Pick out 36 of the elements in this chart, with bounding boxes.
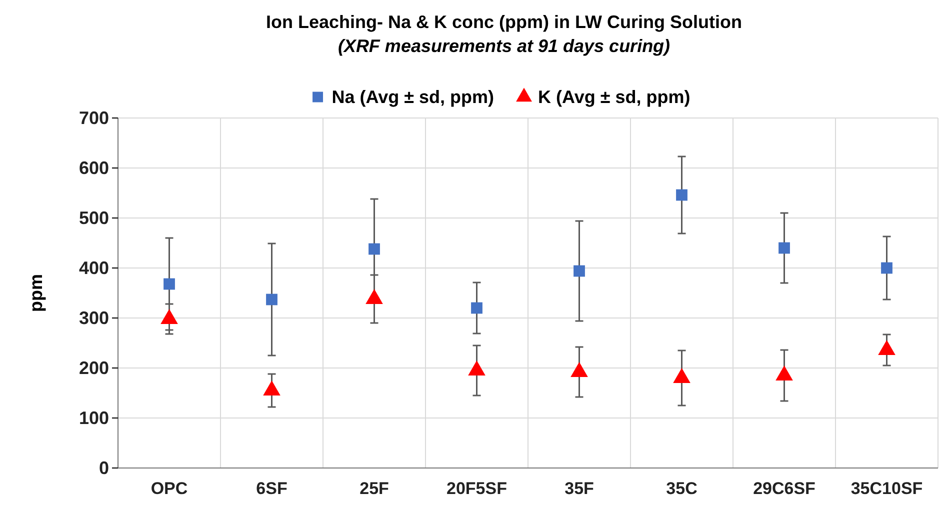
- y-tick-label: 400: [78, 258, 109, 278]
- chart-title: Ion Leaching- Na & K conc (ppm) in LW Curing Solution: [266, 12, 742, 32]
- x-tick-label: 35F: [564, 479, 594, 498]
- point: [468, 360, 486, 376]
- point: [776, 365, 793, 380]
- point: [263, 380, 280, 396]
- y-tick-label: 600: [78, 158, 109, 178]
- point: [471, 302, 482, 314]
- y-tick-label: 0: [98, 458, 109, 478]
- x-tick-label: 35C10SF: [850, 479, 923, 498]
- y-tick-label: 200: [78, 358, 109, 378]
- chart-subtitle: (XRF measurements at 91 days curing): [338, 36, 670, 56]
- x-tick-label: 25F: [360, 479, 389, 498]
- y-axis-title: ppm: [26, 274, 46, 312]
- x-tick-label: 29C6SF: [753, 479, 816, 498]
- point: [673, 368, 690, 383]
- y-tick-label: 700: [78, 108, 109, 128]
- point: [164, 278, 175, 290]
- x-tick-label: 35C: [666, 479, 698, 498]
- y-tick-label: 100: [78, 408, 109, 428]
- point: [570, 362, 588, 377]
- point: [878, 340, 896, 355]
- point: [368, 243, 380, 255]
- point: [160, 308, 178, 324]
- x-tick-label: 6SF: [256, 479, 288, 498]
- point: [881, 262, 892, 274]
- point: [676, 189, 688, 201]
- y-tick-label: 300: [78, 308, 109, 328]
- point: [266, 294, 278, 306]
- legend-label: Na (Avg ± sd, ppm): [332, 87, 494, 107]
- point: [574, 265, 585, 277]
- point: [778, 242, 790, 254]
- x-tick-label: OPC: [150, 479, 188, 498]
- y-tick-label: 500: [78, 208, 109, 228]
- x-tick-label: 20F5SF: [446, 479, 507, 498]
- legend-label: K (Avg ± sd, ppm): [538, 87, 690, 107]
